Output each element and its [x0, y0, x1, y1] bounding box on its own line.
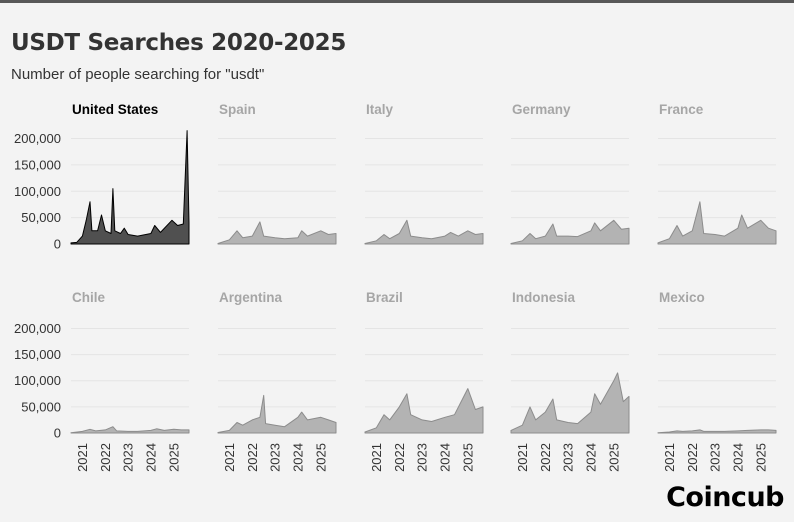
- area-series: [70, 426, 190, 434]
- x-tick-label: 2023: [415, 443, 430, 472]
- panel-italy: Italy: [364, 102, 484, 245]
- panel-title: Germany: [512, 102, 571, 117]
- x-tick-label: 2025: [753, 443, 768, 472]
- y-tick-label: 150,000: [14, 347, 61, 362]
- x-tick-label: 2024: [143, 443, 158, 472]
- y-tick-label: 50,000: [21, 399, 61, 414]
- panel-title: Spain: [219, 102, 256, 117]
- panel-brazil: Brazil 2021 2022 2023 2024 2025: [364, 290, 484, 472]
- x-tick-label: 2023: [268, 443, 283, 472]
- area-series: [510, 219, 630, 245]
- x-tick-label: 2021: [662, 443, 677, 472]
- x-tick-label: 2024: [583, 443, 598, 472]
- y-tick-label: 0: [54, 426, 61, 441]
- x-tick-label: 2025: [606, 443, 621, 472]
- area-series: [657, 201, 777, 245]
- area-series: [364, 219, 484, 245]
- panel-title: Argentina: [219, 290, 282, 305]
- x-tick-label: 2021: [515, 443, 530, 472]
- x-tick-label: 2023: [561, 443, 576, 472]
- panel-france: France: [657, 102, 777, 245]
- x-tick-label: 2021: [75, 443, 90, 472]
- chart-title: USDT Searches 2020-2025: [11, 30, 347, 56]
- y-tick-label: 50,000: [21, 210, 61, 225]
- area-series: [657, 429, 777, 434]
- top-border: [0, 0, 794, 3]
- x-tick-label: 2025: [313, 443, 328, 472]
- x-tick-label: 2025: [460, 443, 475, 472]
- area-series: [217, 221, 337, 245]
- y-tick-label: 100,000: [14, 373, 61, 388]
- y-tick-label: 100,000: [14, 184, 61, 199]
- coincub-logo: Coincub: [666, 482, 784, 513]
- panel-united-states: United States 0 50,000 100,000 150,000 200,00…: [14, 102, 190, 252]
- y-tick-label: 200,000: [14, 321, 61, 336]
- panel-chile: Chile 0 50,000 100,000 150,000 200,000 2021 202…: [14, 290, 190, 472]
- x-tick-label: 2022: [245, 443, 260, 472]
- area-series: [217, 394, 337, 434]
- panel-argentina: Argentina 2021 2022 2023 2024 2025: [217, 290, 337, 472]
- area-series: [364, 388, 484, 434]
- panel-title: Mexico: [659, 290, 705, 305]
- panel-title: Chile: [72, 290, 105, 305]
- y-tick-label: 150,000: [14, 157, 61, 172]
- panel-spain: Spain: [217, 102, 337, 245]
- panel-title: United States: [72, 102, 158, 117]
- panel-indonesia: Indonesia 2021 2022 2023 2024 2025: [510, 290, 630, 472]
- x-tick-label: 2024: [730, 443, 745, 472]
- area-series: [510, 372, 630, 434]
- panel-title: France: [659, 102, 704, 117]
- x-tick-label: 2022: [98, 443, 113, 472]
- y-tick-label: 200,000: [14, 131, 61, 146]
- x-tick-label: 2022: [392, 443, 407, 472]
- x-tick-label: 2025: [166, 443, 181, 472]
- x-tick-label: 2024: [290, 443, 305, 472]
- chart-subtitle: Number of people searching for "usdt": [11, 66, 265, 83]
- x-tick-label: 2024: [437, 443, 452, 472]
- panel-title: Italy: [366, 102, 394, 117]
- x-tick-label: 2021: [222, 443, 237, 472]
- panel-germany: Germany: [510, 102, 630, 245]
- x-tick-label: 2023: [708, 443, 723, 472]
- area-series: [70, 130, 190, 245]
- x-tick-label: 2022: [538, 443, 553, 472]
- x-tick-label: 2023: [121, 443, 136, 472]
- panel-mexico: Mexico 2021 2022 2023 2024 2025: [657, 290, 777, 472]
- x-tick-label: 2022: [685, 443, 700, 472]
- x-tick-label: 2021: [369, 443, 384, 472]
- panel-title: Brazil: [366, 290, 403, 305]
- panel-title: Indonesia: [512, 290, 576, 305]
- y-tick-label: 0: [54, 237, 61, 252]
